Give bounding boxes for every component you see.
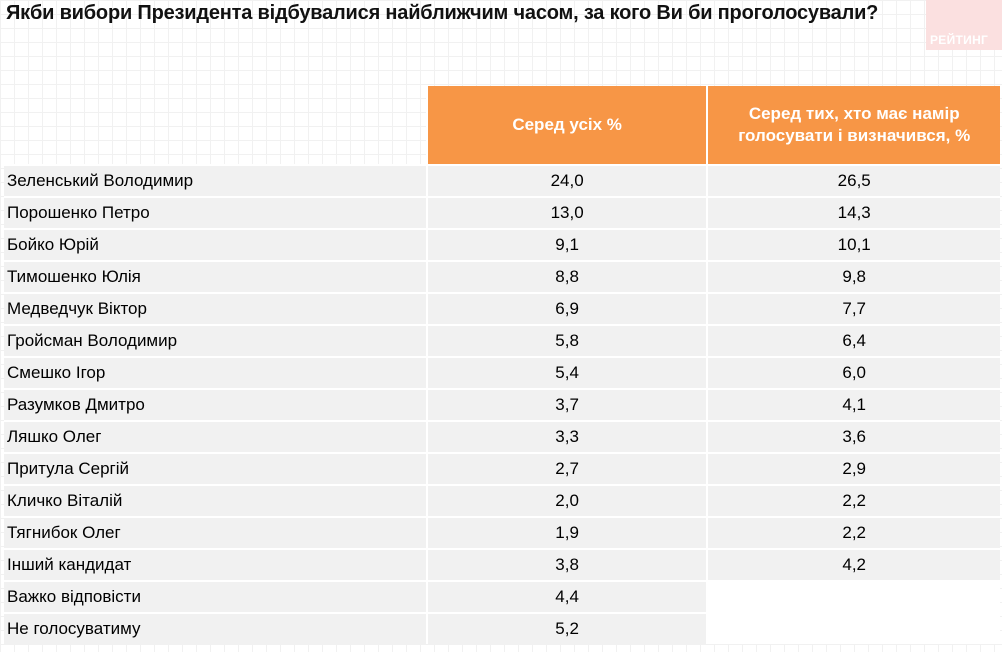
- header-empty-cell: [4, 86, 426, 164]
- value-decided-voters: 10,1: [706, 228, 1000, 260]
- table-body: Зеленський Володимир 24,0 26,5 Порошенко Пе…: [4, 164, 1000, 644]
- header-all-respondents: Серед усіх %: [425, 86, 707, 164]
- logo-text: РЕЙТИНГ: [930, 33, 989, 47]
- value-decided-voters: 2,2: [706, 516, 1000, 548]
- candidate-name: Смешко Ігор: [4, 356, 426, 388]
- value-all-respondents: 13,0: [425, 196, 707, 228]
- candidate-name: Бойко Юрій: [4, 228, 426, 260]
- candidate-name: Гройсман Володимир: [4, 324, 426, 356]
- candidate-name: Тимошенко Юлія: [4, 260, 426, 292]
- value-decided-voters: 2,9: [706, 452, 1000, 484]
- value-all-respondents: 2,0: [425, 484, 707, 516]
- candidate-name: Важко відповісти: [4, 580, 426, 612]
- table-header-row: Серед усіх % Серед тих, хто має намір го…: [4, 86, 1000, 164]
- value-decided-voters: 3,6: [706, 420, 1000, 452]
- candidate-name: Разумков Дмитро: [4, 388, 426, 420]
- table-row: Зеленський Володимир 24,0 26,5: [4, 164, 1000, 196]
- table-row: Не голосуватиму 5,2: [4, 612, 1000, 644]
- poll-results-table: Серед усіх % Серед тих, хто має намір го…: [4, 86, 1000, 644]
- table-row: Порошенко Петро 13,0 14,3: [4, 196, 1000, 228]
- value-all-respondents: 1,9: [425, 516, 707, 548]
- value-decided-voters: 4,1: [706, 388, 1000, 420]
- value-decided-voters: 6,0: [706, 356, 1000, 388]
- table-row: Тимошенко Юлія 8,8 9,8: [4, 260, 1000, 292]
- value-decided-voters: 7,7: [706, 292, 1000, 324]
- candidate-name: Інший кандидат: [4, 548, 426, 580]
- value-all-respondents: 9,1: [425, 228, 707, 260]
- rating-logo: РЕЙТИНГ: [926, 0, 1002, 50]
- table-row: Важко відповісти 4,4: [4, 580, 1000, 612]
- value-decided-voters: 14,3: [706, 196, 1000, 228]
- table-row: Смешко Ігор 5,4 6,0: [4, 356, 1000, 388]
- value-all-respondents: 2,7: [425, 452, 707, 484]
- table-row: Разумков Дмитро 3,7 4,1: [4, 388, 1000, 420]
- header-decided-voters: Серед тих, хто має намір голосувати і ви…: [706, 86, 1000, 164]
- value-decided-voters: [706, 612, 1000, 644]
- table-row: Гройсман Володимир 5,8 6,4: [4, 324, 1000, 356]
- value-decided-voters: 26,5: [706, 164, 1000, 196]
- table-row: Тягнибок Олег 1,9 2,2: [4, 516, 1000, 548]
- table-row: Інший кандидат 3,8 4,2: [4, 548, 1000, 580]
- value-all-respondents: 5,2: [425, 612, 707, 644]
- candidate-name: Кличко Віталій: [4, 484, 426, 516]
- candidate-name: Ляшко Олег: [4, 420, 426, 452]
- candidate-name: Не голосуватиму: [4, 612, 426, 644]
- table-row: Бойко Юрій 9,1 10,1: [4, 228, 1000, 260]
- candidate-name: Зеленський Володимир: [4, 164, 426, 196]
- page-title: Якби вибори Президента відбувалися найбл…: [6, 2, 879, 24]
- value-decided-voters: [706, 580, 1000, 612]
- value-decided-voters: 2,2: [706, 484, 1000, 516]
- table-row: Кличко Віталій 2,0 2,2: [4, 484, 1000, 516]
- candidate-name: Притула Сергій: [4, 452, 426, 484]
- table-row: Ляшко Олег 3,3 3,6: [4, 420, 1000, 452]
- table-row: Медведчук Віктор 6,9 7,7: [4, 292, 1000, 324]
- header-decided-voters-text: Серед тих, хто має намір голосувати і ви…: [738, 104, 971, 145]
- value-all-respondents: 24,0: [425, 164, 707, 196]
- value-decided-voters: 6,4: [706, 324, 1000, 356]
- table-row: Притула Сергій 2,7 2,9: [4, 452, 1000, 484]
- value-decided-voters: 9,8: [706, 260, 1000, 292]
- value-all-respondents: 4,4: [425, 580, 707, 612]
- value-all-respondents: 8,8: [425, 260, 707, 292]
- value-all-respondents: 6,9: [425, 292, 707, 324]
- value-all-respondents: 5,8: [425, 324, 707, 356]
- value-all-respondents: 3,3: [425, 420, 707, 452]
- value-all-respondents: 3,7: [425, 388, 707, 420]
- value-decided-voters: 4,2: [706, 548, 1000, 580]
- candidate-name: Медведчук Віктор: [4, 292, 426, 324]
- value-all-respondents: 3,8: [425, 548, 707, 580]
- candidate-name: Порошенко Петро: [4, 196, 426, 228]
- candidate-name: Тягнибок Олег: [4, 516, 426, 548]
- value-all-respondents: 5,4: [425, 356, 707, 388]
